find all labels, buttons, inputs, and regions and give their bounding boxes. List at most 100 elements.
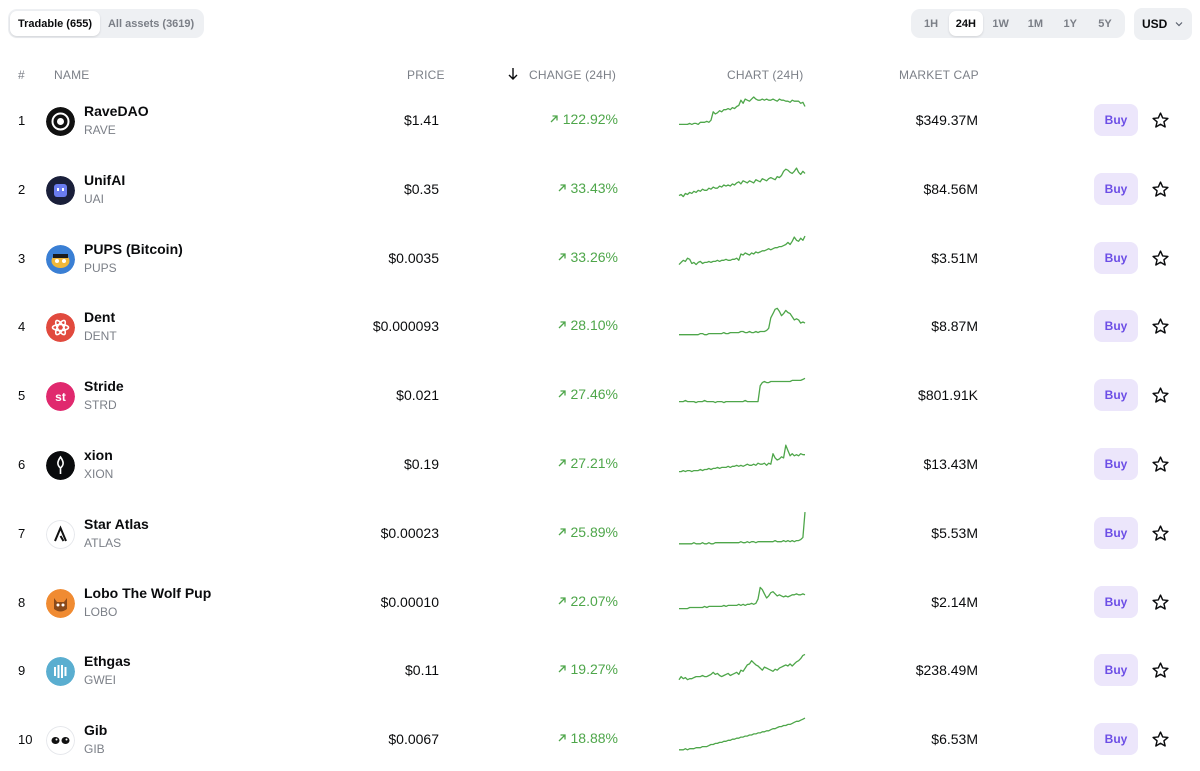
table-row[interactable]: 5 st Stride STRD $0.021 27.46% $801.91K … (0, 361, 1200, 430)
buy-button[interactable]: Buy (1094, 654, 1138, 687)
sparkline-chart (678, 654, 806, 681)
asset-name[interactable]: Lobo The Wolf Pup (84, 584, 212, 601)
buy-button[interactable]: Buy (1094, 241, 1138, 274)
range-24h[interactable]: 24H (948, 11, 983, 36)
asset-symbol: GWEI (84, 673, 116, 688)
star-icon[interactable] (1151, 180, 1170, 199)
arrow-up-right-icon (558, 459, 566, 467)
star-icon[interactable] (1151, 455, 1170, 474)
asset-name[interactable]: RaveDAO (84, 103, 149, 119)
asset-name[interactable]: Stride (84, 378, 124, 395)
asset-market-cap: $5.53M (931, 524, 978, 541)
asset-price: $0.11 (405, 662, 439, 679)
asset-price: $0.000093 (372, 318, 439, 335)
asset-price: $0.00023 (380, 524, 439, 541)
table-row[interactable]: 1 RaveDAO RAVE $1.41 122.92% $349.37M Bu… (0, 86, 1200, 155)
gwei-logo-icon (46, 657, 75, 687)
column-change[interactable]: CHANGE (24H) (529, 68, 617, 82)
buy-button[interactable]: Buy (1094, 448, 1138, 480)
lobo-logo-icon (46, 588, 75, 618)
column-market-cap[interactable]: MARKET CAP (899, 68, 979, 82)
asset-change-value: 22.07% (570, 592, 618, 609)
buy-button[interactable]: Buy (1094, 516, 1138, 549)
column-price[interactable]: PRICE (407, 68, 445, 82)
row-rank: 1 (18, 113, 26, 128)
column-rank: # (18, 68, 25, 82)
star-icon[interactable] (1151, 661, 1170, 680)
asset-name[interactable]: Star Atlas (84, 515, 149, 532)
star-icon[interactable] (1151, 593, 1170, 612)
currency-select[interactable]: USD (1134, 8, 1192, 40)
star-icon[interactable] (1151, 730, 1170, 749)
filter-toolbar: Tradable (655) All assets (3619) 1H 24H … (0, 0, 1200, 48)
asset-name[interactable]: Gib (84, 722, 108, 739)
asset-market-cap: $13.43M (923, 456, 978, 472)
asset-symbol: PUPS (84, 260, 117, 275)
star-icon[interactable] (1151, 524, 1170, 543)
range-1y[interactable]: 1Y (1063, 17, 1077, 30)
buy-button[interactable]: Buy (1094, 310, 1138, 343)
table-row[interactable]: 6 xion XION $0.19 27.21% $13.43M Buy (0, 430, 1200, 499)
asset-name[interactable]: Dent (84, 309, 116, 326)
sparkline-series (679, 586, 806, 609)
table-row[interactable]: 3 PUPS (Bitcoin) PUPS $0.0035 33.26% $3.… (0, 224, 1200, 293)
sparkline-chart (678, 167, 806, 198)
xion-logo-icon (46, 451, 75, 480)
asset-market-cap: $8.87M (931, 318, 978, 335)
asset-price: $0.0067 (388, 731, 439, 748)
range-1w[interactable]: 1W (992, 17, 1009, 30)
arrow-up-right-icon (558, 390, 566, 398)
column-name[interactable]: NAME (54, 68, 90, 82)
column-chart: CHART (24H) (727, 68, 804, 82)
asset-name[interactable]: UnifAI (84, 171, 126, 188)
table-row[interactable]: 4 Dent DENT $0.000093 28.10% $8.87M Buy (0, 292, 1200, 361)
sparkline-chart (679, 308, 806, 336)
asset-change: 27.46% (557, 386, 618, 402)
row-rank: 5 (18, 388, 26, 404)
pups-logo-icon (46, 244, 75, 274)
range-1m[interactable]: 1M (1027, 17, 1044, 30)
atlas-logo-icon (46, 519, 75, 549)
table-row[interactable]: 10 Gib GIB $0.0067 18.88% $6.53M Buy (0, 705, 1200, 771)
asset-price: $0.00010 (380, 593, 439, 610)
star-icon[interactable] (1151, 249, 1170, 268)
arrow-up-right-icon (550, 115, 558, 123)
buy-button[interactable]: Buy (1094, 104, 1138, 136)
tab-tradable[interactable]: Tradable (655) (10, 11, 100, 36)
star-icon[interactable] (1151, 317, 1170, 336)
arrow-up-right-icon (558, 321, 566, 329)
asset-change: 33.43% (557, 180, 618, 196)
star-icon[interactable] (1151, 111, 1170, 130)
sort-descending-icon[interactable] (507, 66, 519, 82)
asset-name[interactable]: Ethgas (84, 653, 131, 670)
table-row[interactable]: 2 UnifAI UAI $0.35 33.43% $84.56M Buy (0, 155, 1200, 224)
row-rank: 9 (18, 663, 26, 679)
row-rank: 6 (18, 457, 26, 472)
rave-logo-icon (46, 107, 75, 136)
buy-button[interactable]: Buy (1094, 172, 1138, 205)
sparkline-chart (679, 511, 806, 545)
asset-market-cap: $349.37M (915, 112, 978, 128)
asset-change: 33.26% (557, 249, 618, 265)
range-5y[interactable]: 5Y (1098, 17, 1112, 30)
asset-market-cap: $801.91K (918, 387, 978, 404)
sparkline-series (679, 444, 805, 473)
asset-change: 18.88% (557, 730, 618, 746)
buy-button[interactable]: Buy (1094, 585, 1138, 618)
table-row[interactable]: 8 Lobo The Wolf Pup LOBO $0.00010 22.07%… (0, 568, 1200, 637)
asset-price: $0.35 (403, 180, 439, 197)
sparkline-series (679, 96, 806, 126)
buy-button[interactable]: Buy (1094, 379, 1138, 412)
asset-name[interactable]: xion (84, 447, 113, 463)
asset-symbol: LOBO (84, 604, 118, 619)
asset-change: 22.07% (557, 593, 618, 609)
tab-all-assets[interactable]: All assets (3619) (107, 17, 195, 30)
asset-name[interactable]: PUPS (Bitcoin) (84, 240, 183, 257)
range-1h[interactable]: 1H (923, 17, 939, 30)
table-row[interactable]: 9 Ethgas GWEI $0.11 19.27% $238.49M Buy (0, 636, 1200, 705)
star-icon[interactable] (1151, 386, 1170, 405)
buy-button[interactable]: Buy (1094, 723, 1138, 756)
arrow-up-right-icon (558, 252, 566, 261)
sparkline-chart (679, 377, 806, 404)
table-row[interactable]: 7 Star Atlas ATLAS $0.00023 25.89% $5.53… (0, 499, 1200, 568)
